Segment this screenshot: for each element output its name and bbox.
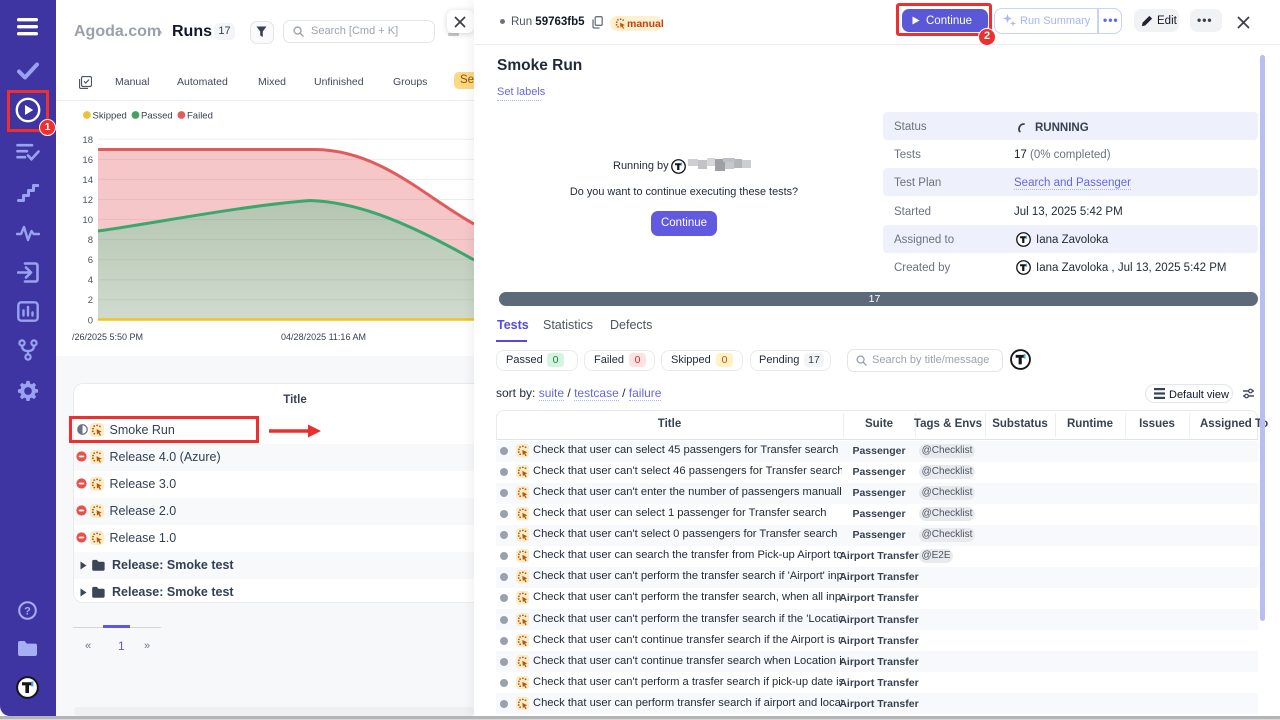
svg-text:10: 10 [82,215,93,226]
svg-text:Failed: Failed [187,110,213,121]
svg-text:14: 14 [82,175,93,186]
svg-text:12: 12 [82,195,93,206]
svg-text:6: 6 [88,255,93,266]
svg-text:/26/2025 5:50 PM: /26/2025 5:50 PM [72,332,143,342]
svg-text:4: 4 [88,275,93,286]
svg-text:04/28/2025 11:16 AM: 04/28/2025 11:16 AM [281,332,366,342]
svg-text:16: 16 [82,155,93,166]
svg-text:0: 0 [88,315,93,326]
svg-text:18: 18 [82,135,93,146]
svg-text:2: 2 [88,295,93,306]
svg-text:Passed: Passed [141,110,173,121]
svg-text:Skipped: Skipped [93,110,127,121]
svg-text:?: ? [24,606,31,618]
svg-text:8: 8 [88,235,93,246]
